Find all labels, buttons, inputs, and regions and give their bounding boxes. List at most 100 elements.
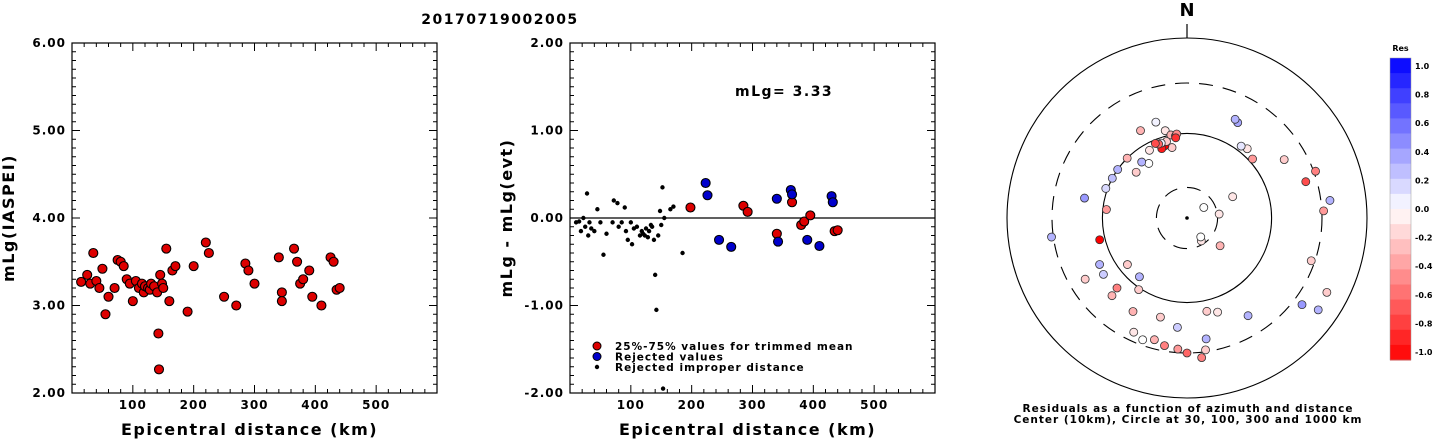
data-point	[595, 207, 600, 212]
data-point	[249, 278, 260, 289]
data-point	[328, 256, 339, 267]
y-tick-label: 2.00	[530, 36, 564, 50]
residual-point	[1173, 344, 1183, 354]
data-point	[153, 364, 165, 375]
data-point	[276, 296, 287, 307]
colorbar-swatch	[1390, 148, 1411, 165]
residual-point	[1243, 311, 1253, 321]
residual-point	[1107, 173, 1117, 183]
x-tick-label: 500	[860, 398, 888, 412]
colorbar-frame	[1389, 57, 1412, 361]
y-axis-label: mLg - mLg(evt)	[497, 139, 516, 298]
residual-point	[1112, 283, 1122, 293]
x-tick-label: 100	[617, 398, 645, 412]
colorbar-swatch	[1390, 118, 1411, 134]
residual-point	[1322, 287, 1332, 297]
x-tick-label: 100	[119, 398, 147, 412]
residual-point	[1156, 312, 1165, 322]
residual-point	[1279, 155, 1289, 164]
residual-point	[1151, 117, 1161, 127]
colorbar-tick-label: -0.2	[1415, 234, 1433, 243]
data-point	[832, 225, 843, 236]
distance-ring	[1101, 132, 1273, 304]
data-point	[170, 261, 181, 272]
data-point	[243, 265, 254, 276]
data-point	[118, 261, 129, 272]
y-tick-label: 6.00	[32, 36, 66, 50]
data-point	[592, 228, 597, 234]
residual-point	[1080, 274, 1090, 284]
x-tick-label: 200	[180, 398, 208, 412]
residual-point	[1160, 341, 1169, 351]
residual-point	[1228, 192, 1238, 202]
colorbar-swatch	[1390, 284, 1411, 301]
x-tick-label: 400	[301, 398, 329, 412]
data-point	[680, 250, 685, 256]
residual-point	[1149, 335, 1159, 345]
data-point	[700, 177, 711, 189]
data-point	[203, 247, 214, 259]
colorbar-swatch	[1390, 163, 1411, 180]
data-point	[94, 282, 105, 294]
data-point	[298, 274, 309, 285]
figure-title: 20170719002005	[421, 12, 578, 28]
residual-point	[1099, 269, 1108, 279]
residual-point	[1136, 126, 1145, 135]
data-point	[316, 300, 327, 311]
y-tick-label: 2.00	[32, 386, 66, 400]
residual-point	[1129, 327, 1139, 337]
residual-point	[1311, 166, 1320, 176]
x-tick-label: 400	[799, 398, 827, 412]
data-point	[628, 220, 634, 225]
colorbar-tick-label: -0.4	[1415, 262, 1433, 271]
residual-point	[1095, 235, 1105, 245]
residual-point	[1135, 272, 1144, 282]
data-point	[158, 282, 169, 294]
residual-point	[1131, 167, 1141, 177]
residual-point	[1113, 165, 1123, 174]
data-point	[610, 220, 615, 225]
data-point	[625, 237, 630, 243]
data-point	[288, 243, 300, 254]
data-point	[153, 328, 164, 339]
data-point	[219, 291, 230, 302]
data-point	[584, 191, 590, 196]
legend-marker	[592, 341, 602, 351]
center-point	[1185, 216, 1189, 220]
colorbar-tick-label: 0.4	[1415, 148, 1430, 157]
data-point	[713, 234, 725, 245]
mlg-annotation: mLg= 3.33	[735, 84, 833, 100]
x-axis-label: Epicentral distance (km)	[121, 420, 378, 439]
residual-point	[1306, 256, 1316, 266]
data-point	[643, 226, 649, 231]
colorbar-swatch	[1390, 344, 1411, 361]
legend-label: Rejected improper distance	[615, 362, 805, 374]
residual-point	[1171, 133, 1181, 143]
data-point	[786, 189, 798, 200]
residual-point	[1201, 345, 1210, 355]
data-point	[583, 224, 588, 229]
residual-point	[1202, 306, 1212, 316]
data-point	[231, 300, 242, 311]
colorbar-swatch	[1390, 178, 1411, 195]
legend-label: Rejected values	[615, 352, 724, 364]
data-point	[615, 200, 620, 206]
residual-colorbar: Res 1.0 0.8 0.6 0.4 0.2 0.0 -0.2 -0.4 -0.6 -0.8 -1.…	[1389, 44, 1433, 361]
residual-point	[1319, 206, 1329, 216]
legend-label: 25%-75% values for trimmed mean	[615, 341, 854, 353]
residual-point	[1128, 307, 1138, 316]
colorbar-swatch	[1390, 329, 1411, 346]
residual-point	[1123, 260, 1132, 269]
data-point	[304, 265, 315, 276]
residual-point	[1080, 193, 1089, 203]
data-point	[82, 269, 93, 280]
data-point	[97, 263, 108, 274]
data-point	[292, 256, 303, 267]
x-tick-label: 500	[362, 398, 390, 412]
polar-caption: Residuals as a function of azimuth and d…	[1023, 403, 1354, 415]
data-point	[611, 198, 616, 203]
colorbar-tick-label: 0.6	[1415, 119, 1430, 128]
colorbar-title: Res	[1392, 44, 1409, 53]
data-point	[88, 247, 99, 259]
y-axis-label: mLg(IASPEI)	[0, 154, 18, 282]
